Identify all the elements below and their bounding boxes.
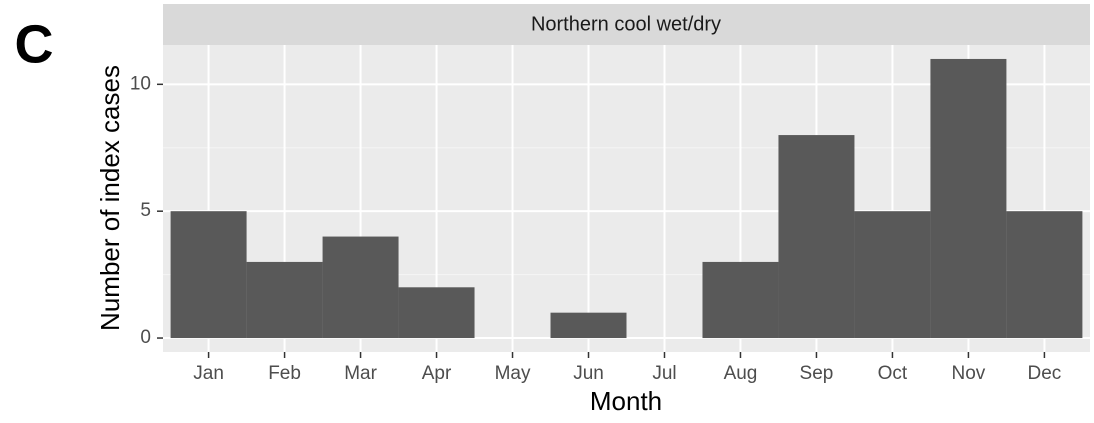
x-tick-label: Apr: [422, 363, 452, 384]
x-tick-label: Aug: [724, 363, 758, 384]
strip-background: [163, 4, 1090, 45]
y-tick-label: 0: [140, 327, 151, 348]
bar: [1006, 211, 1083, 339]
bars: [170, 58, 1083, 339]
bar: [398, 287, 475, 339]
bar: [778, 135, 855, 339]
x-tick-label: Nov: [952, 363, 986, 384]
x-tick-label: Sep: [800, 363, 834, 384]
y-tick-label: 10: [130, 73, 151, 94]
x-tick-label: Jun: [573, 363, 604, 384]
x-tick-label: May: [495, 363, 531, 384]
x-axis-title: Month: [590, 386, 662, 416]
bar: [246, 261, 323, 339]
bar: [854, 211, 931, 339]
bar: [322, 236, 399, 339]
x-tick-label: Mar: [344, 363, 377, 384]
bar: [930, 58, 1007, 339]
strip-title: Northern cool wet/dry: [531, 13, 721, 35]
x-tick-label: Oct: [878, 363, 908, 384]
y-axis-title: Number of index cases: [95, 65, 125, 331]
bar: [550, 312, 627, 339]
panel-label: C: [15, 14, 54, 74]
y-tick-label: 5: [140, 200, 151, 221]
x-tick-label: Jan: [193, 363, 224, 384]
x-tick-label: Feb: [268, 363, 301, 384]
bar: [702, 261, 779, 339]
x-tick-label: Dec: [1028, 363, 1062, 384]
x-tick-label: Jul: [652, 363, 676, 384]
bar: [170, 211, 247, 339]
